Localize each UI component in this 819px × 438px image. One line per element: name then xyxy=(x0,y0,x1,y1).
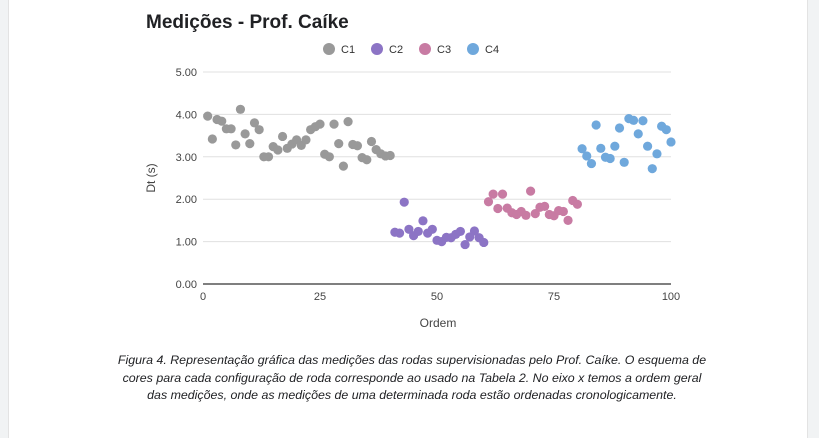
scatter-chart: Medições - Prof. Caíke C1 C2 C3 C4 0.00 1.00… xyxy=(144,12,680,330)
data-point-c1 xyxy=(324,152,334,162)
x-axis-ticks: 0 25 50 75 100 xyxy=(200,291,680,303)
y-axis-ticks: 0.00 1.00 2.00 3.00 4.00 5.00 xyxy=(176,67,197,291)
data-point-c4 xyxy=(605,153,615,164)
data-point-c4 xyxy=(610,141,620,151)
data-point-c3 xyxy=(493,203,503,214)
data-point-c3 xyxy=(483,197,494,207)
x-tick-label: 25 xyxy=(314,291,326,303)
data-point-c1 xyxy=(217,116,227,126)
legend-label: C4 xyxy=(485,44,499,56)
y-axis-label: Dt (s) xyxy=(144,163,158,192)
x-tick-label: 100 xyxy=(662,291,680,303)
legend-marker xyxy=(467,43,479,55)
data-point-c4 xyxy=(591,120,601,130)
data-point-c2 xyxy=(413,226,423,237)
data-point-c2 xyxy=(404,224,414,234)
data-point-c3 xyxy=(521,210,531,220)
data-point-c2 xyxy=(394,228,405,238)
legend-item-c4: C4 xyxy=(467,43,499,56)
chart-grid xyxy=(203,71,671,285)
data-point-c3 xyxy=(540,201,550,212)
data-point-c1 xyxy=(343,117,353,127)
data-point-c1 xyxy=(226,124,236,134)
chart-points xyxy=(203,104,676,250)
data-point-c2 xyxy=(479,237,489,248)
data-point-c1 xyxy=(338,161,348,171)
data-point-c4 xyxy=(638,116,648,126)
y-tick-label: 4.00 xyxy=(176,109,197,121)
data-point-c4 xyxy=(633,129,643,139)
data-point-c1 xyxy=(254,125,264,135)
data-point-c2 xyxy=(469,226,480,236)
data-point-c2 xyxy=(427,224,437,234)
legend-item-c2: C2 xyxy=(371,43,403,56)
document-page: Medições - Prof. Caíke C1 C2 C3 C4 0.00 1.00… xyxy=(8,0,808,438)
data-point-c4 xyxy=(596,143,606,153)
data-point-c3 xyxy=(572,199,583,209)
data-point-c1 xyxy=(277,131,288,142)
data-point-c3 xyxy=(526,186,536,196)
x-tick-label: 75 xyxy=(548,291,560,303)
data-point-c4 xyxy=(586,158,597,169)
data-point-c4 xyxy=(666,137,676,147)
data-point-c2 xyxy=(455,226,465,237)
y-tick-label: 1.00 xyxy=(176,237,197,249)
x-tick-label: 50 xyxy=(431,291,443,303)
data-point-c3 xyxy=(497,189,508,199)
data-point-c4 xyxy=(582,151,592,161)
y-tick-label: 2.00 xyxy=(176,194,197,206)
data-point-c1 xyxy=(352,141,363,151)
x-tick-label: 0 xyxy=(200,291,206,303)
legend-item-c1: C1 xyxy=(323,43,355,56)
data-point-c1 xyxy=(203,111,213,121)
data-point-c1 xyxy=(301,135,311,145)
legend-marker xyxy=(419,43,431,55)
legend-label: C2 xyxy=(389,44,403,56)
data-point-c2 xyxy=(418,216,428,226)
data-point-c4 xyxy=(614,123,625,133)
data-point-c3 xyxy=(530,209,540,219)
data-point-c4 xyxy=(661,125,671,135)
data-point-c1 xyxy=(235,104,246,114)
data-point-c4 xyxy=(628,115,639,125)
x-axis-label: Ordem xyxy=(420,316,457,330)
data-point-c2 xyxy=(460,239,470,250)
data-point-c3 xyxy=(563,215,573,225)
data-point-c4 xyxy=(577,144,587,154)
y-tick-label: 3.00 xyxy=(176,152,197,164)
legend-marker xyxy=(323,43,335,55)
data-point-c1 xyxy=(334,139,344,149)
data-point-c1 xyxy=(249,118,260,128)
chart-title: Medições - Prof. Caíke xyxy=(146,12,349,33)
data-point-c1 xyxy=(207,134,217,144)
figure-caption: Figura 4. Representação gráfica das medi… xyxy=(117,353,707,403)
data-point-c1 xyxy=(240,129,250,139)
data-point-c1 xyxy=(329,119,339,129)
legend-item-c3: C3 xyxy=(419,43,451,56)
data-point-c4 xyxy=(619,157,629,167)
data-point-c1 xyxy=(231,140,241,150)
legend-label: C1 xyxy=(341,44,355,56)
data-point-c4 xyxy=(643,141,653,151)
data-point-c3 xyxy=(558,206,568,217)
data-point-c1 xyxy=(245,139,255,149)
data-point-c1 xyxy=(263,152,274,162)
data-point-c1 xyxy=(273,145,283,155)
legend-label: C3 xyxy=(437,44,451,56)
y-tick-label: 0.00 xyxy=(176,279,197,291)
data-point-c4 xyxy=(647,164,657,174)
legend-marker xyxy=(371,43,383,55)
chart-legend: C1 C2 C3 C4 xyxy=(323,43,499,56)
data-point-c3 xyxy=(488,189,498,199)
data-point-c1 xyxy=(315,119,325,129)
data-point-c4 xyxy=(652,149,662,159)
data-point-c1 xyxy=(385,150,395,161)
data-point-c1 xyxy=(366,136,377,147)
y-tick-label: 5.00 xyxy=(176,67,197,79)
data-point-c2 xyxy=(399,197,409,207)
data-point-c1 xyxy=(362,155,372,165)
